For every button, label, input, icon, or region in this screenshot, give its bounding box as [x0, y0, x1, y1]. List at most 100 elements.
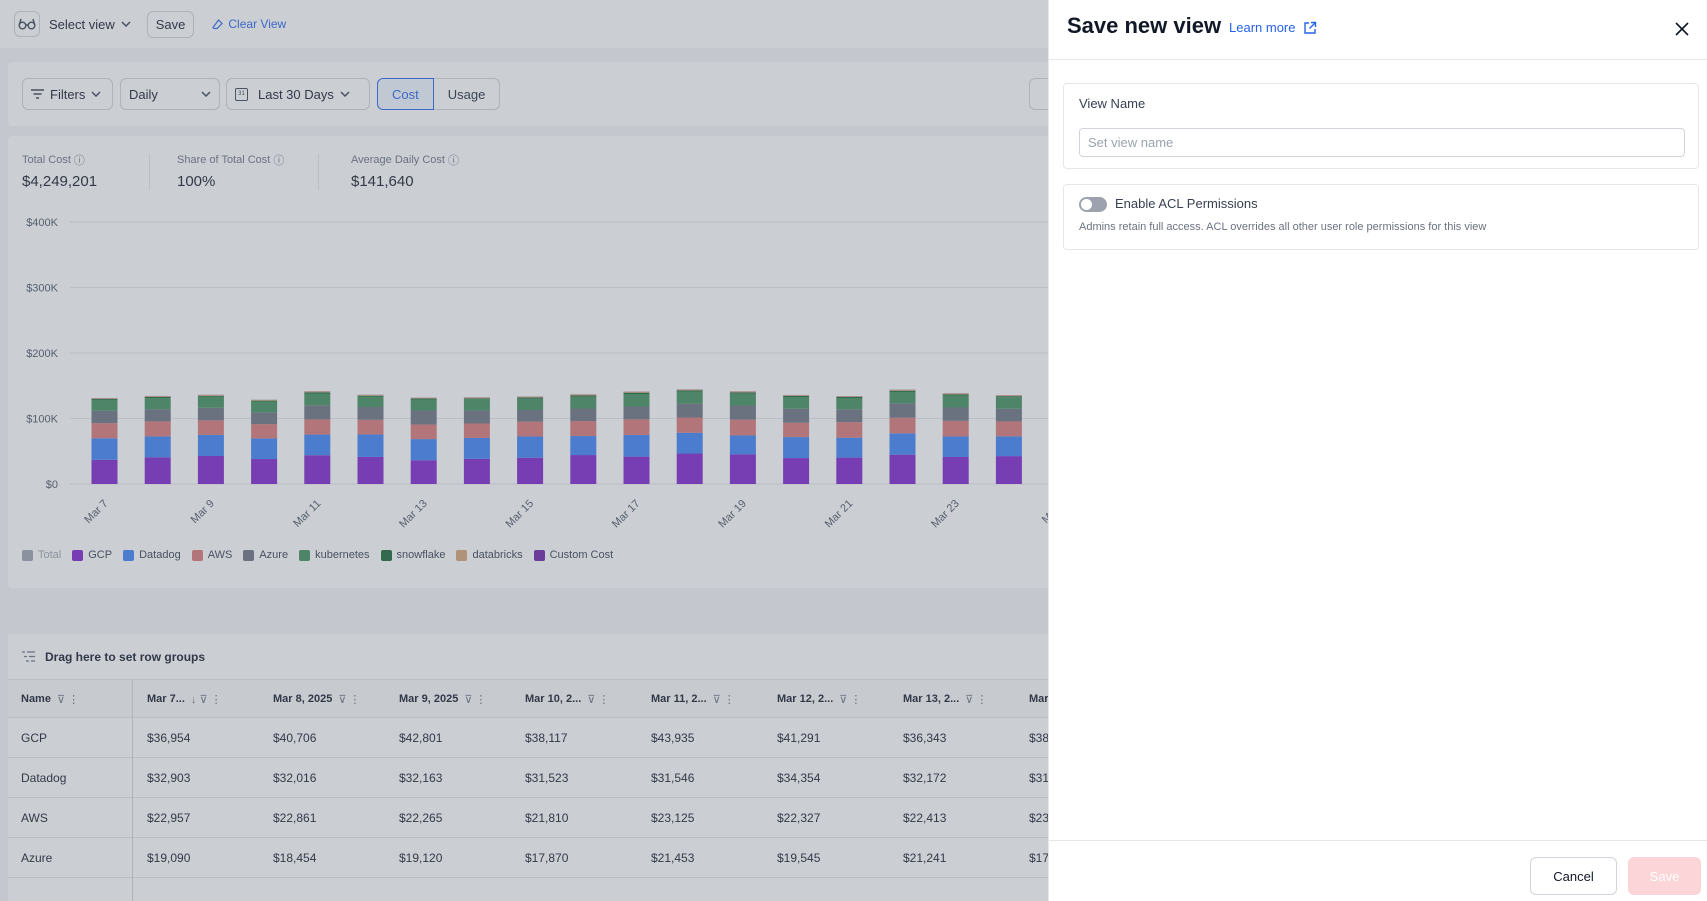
bar-segment-azure[interactable] — [836, 409, 863, 423]
legend-item-gcp[interactable]: GCP — [72, 549, 112, 561]
bar-segment-databricks[interactable] — [836, 396, 863, 397]
bar-segment-datadog[interactable] — [144, 436, 171, 458]
bar-segment-aws[interactable] — [304, 419, 331, 435]
bar-segment-kubernetes[interactable] — [304, 393, 331, 406]
bar-segment-gcp[interactable] — [304, 455, 331, 484]
bar-segment-kubernetes[interactable] — [889, 391, 916, 404]
modal-backdrop[interactable] — [0, 0, 1048, 901]
bar-segment-azure[interactable] — [251, 412, 278, 425]
tab-cost[interactable]: Cost — [377, 78, 434, 110]
bar-segment-azure[interactable] — [570, 408, 597, 422]
bar-segment-kubernetes[interactable] — [517, 398, 544, 410]
view-name-input[interactable] — [1079, 128, 1685, 157]
bar-segment-databricks[interactable] — [304, 391, 331, 393]
cancel-button[interactable]: Cancel — [1530, 857, 1617, 895]
column-header[interactable]: Mar — [1029, 680, 1049, 718]
bar-segment-gcp[interactable] — [783, 458, 810, 484]
save-view-top-button[interactable]: Save — [146, 10, 195, 38]
bar-segment-datadog[interactable] — [357, 434, 384, 457]
bar-segment-kubernetes[interactable] — [357, 396, 384, 408]
bar-segment-azure[interactable] — [304, 405, 331, 420]
bar-segment-aws[interactable] — [623, 419, 650, 435]
bar-segment-databricks[interactable] — [197, 394, 224, 396]
bar-segment-kubernetes[interactable] — [995, 397, 1022, 409]
info-icon[interactable]: ⓘ — [73, 155, 85, 167]
bar-segment-datadog[interactable] — [836, 437, 863, 458]
bar-segment-databricks[interactable] — [995, 395, 1022, 397]
bar-segment-azure[interactable] — [995, 408, 1022, 422]
bar-segment-datadog[interactable] — [410, 439, 437, 461]
bar-segment-kubernetes[interactable] — [783, 397, 810, 409]
bar-segment-datadog[interactable] — [197, 434, 224, 456]
bar-segment-databricks[interactable] — [517, 396, 544, 398]
column-menu-icon[interactable]: ⊽ ⋮ — [965, 693, 988, 706]
bar-segment-datadog[interactable] — [729, 435, 756, 455]
table-row[interactable]: GCP $36,954 $40,706 $42,801 $38,117 $43,935 $4… — [8, 718, 1698, 758]
bar-segment-azure[interactable] — [676, 403, 703, 418]
bar-segment-databricks[interactable] — [410, 397, 437, 399]
legend-item-custom-cost[interactable]: Custom Cost — [533, 549, 613, 561]
bar-segment-azure[interactable] — [889, 403, 916, 418]
legend-item-snowflake[interactable]: snowflake — [380, 549, 445, 561]
bar-segment-gcp[interactable] — [357, 456, 384, 484]
info-icon[interactable]: ⓘ — [447, 155, 459, 167]
tab-usage[interactable]: Usage — [433, 78, 501, 110]
bar-segment-gcp[interactable] — [942, 457, 969, 484]
bar-segment-aws[interactable] — [197, 420, 224, 435]
table-row[interactable]: Datadog $32,903 $32,016 $32,163 $31,523 $31,5… — [8, 758, 1698, 798]
bar-segment-datadog[interactable] — [463, 437, 490, 459]
filters-button[interactable]: Filters — [22, 78, 113, 110]
bar-segment-azure[interactable] — [357, 407, 384, 420]
bar-segment-datadog[interactable] — [623, 434, 650, 457]
close-icon[interactable] — [1670, 17, 1694, 41]
bar-segment-snowflake[interactable] — [676, 390, 703, 392]
row-group-drop-zone[interactable]: Drag here to set row groups — [8, 634, 1698, 680]
bar-segment-snowflake[interactable] — [836, 396, 863, 398]
bar-segment-gcp[interactable] — [197, 455, 224, 484]
bar-segment-kubernetes[interactable] — [729, 393, 756, 406]
bar-segment-azure[interactable] — [942, 407, 969, 421]
bar-segment-aws[interactable] — [410, 424, 437, 440]
bar-segment-datadog[interactable] — [995, 436, 1022, 457]
acl-toggle[interactable] — [1079, 197, 1107, 212]
bar-segment-databricks[interactable] — [357, 394, 384, 396]
bar-segment-gcp[interactable] — [995, 456, 1022, 484]
bar-segment-databricks[interactable] — [942, 393, 969, 395]
bar-segment-kubernetes[interactable] — [410, 399, 437, 411]
bar-segment-snowflake[interactable] — [251, 400, 278, 402]
bar-segment-databricks[interactable] — [783, 395, 810, 396]
bar-segment-azure[interactable] — [463, 410, 490, 424]
bar-segment-azure[interactable] — [410, 410, 437, 425]
bar-segment-snowflake[interactable] — [463, 398, 490, 400]
bar-segment-azure[interactable] — [91, 410, 118, 424]
column-header[interactable]: Mar 13, 2... ⊽ ⋮ — [903, 680, 987, 718]
bar-segment-databricks[interactable] — [144, 396, 171, 397]
column-menu-icon[interactable]: ⊽ ⋮ — [712, 693, 735, 706]
bar-segment-kubernetes[interactable] — [463, 399, 490, 411]
bar-segment-gcp[interactable] — [836, 457, 863, 484]
column-menu-icon[interactable]: ⊽ ⋮ — [464, 693, 487, 706]
bar-segment-datadog[interactable] — [570, 436, 597, 456]
table-row[interactable]: Azure $19,090 $18,454 $19,120 $17,870 $21,453… — [8, 838, 1698, 878]
bar-segment-snowflake[interactable] — [995, 396, 1022, 398]
learn-more-link[interactable]: Learn more — [1229, 20, 1317, 35]
column-header[interactable]: Mar 7... ↓ ⊽ ⋮ — [147, 680, 222, 718]
bar-segment-gcp[interactable] — [729, 454, 756, 484]
legend-item-aws[interactable]: AWS — [191, 549, 232, 561]
bar-segment-gcp[interactable] — [517, 457, 544, 484]
bar-segment-kubernetes[interactable] — [251, 401, 278, 413]
legend-item-databricks[interactable]: databricks — [456, 549, 523, 561]
column-header[interactable]: Mar 11, 2... ⊽ ⋮ — [651, 680, 735, 718]
bar-segment-aws[interactable] — [251, 424, 278, 439]
bar-segment-aws[interactable] — [889, 417, 916, 434]
bar-segment-gcp[interactable] — [889, 454, 916, 484]
bar-segment-snowflake[interactable] — [197, 395, 224, 397]
column-menu-icon[interactable]: ↓ ⊽ ⋮ — [190, 693, 222, 706]
select-view-dropdown[interactable]: Select view — [49, 17, 131, 32]
save-button[interactable]: Save — [1628, 857, 1701, 895]
table-row[interactable]: AWS $22,957 $22,861 $22,265 $21,810 $23,125 $2… — [8, 798, 1698, 838]
column-header[interactable]: Name ⊽ ⋮ — [21, 680, 79, 718]
bar-segment-datadog[interactable] — [783, 437, 810, 459]
bar-segment-azure[interactable] — [729, 405, 756, 420]
bar-segment-gcp[interactable] — [623, 456, 650, 484]
